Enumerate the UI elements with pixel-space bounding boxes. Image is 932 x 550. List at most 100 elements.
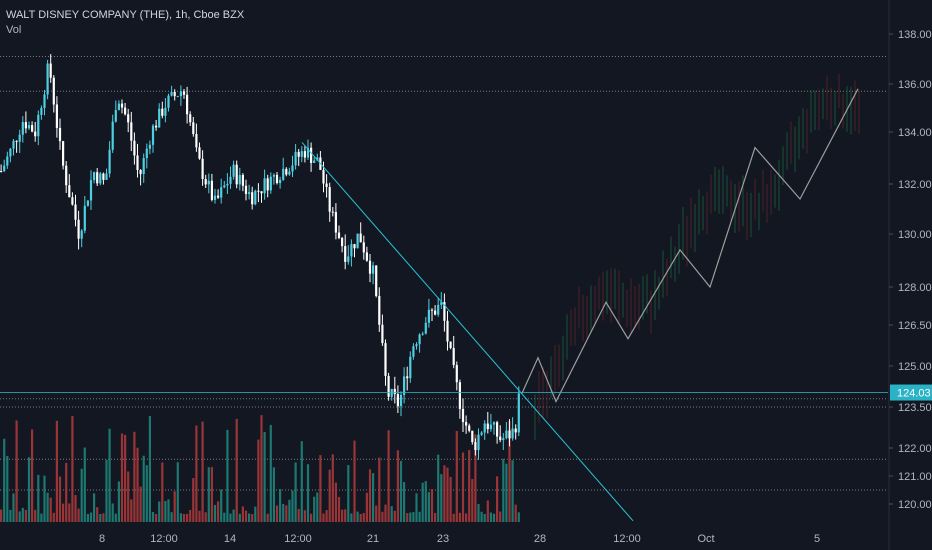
volume-bar — [505, 463, 508, 522]
candle-body — [362, 242, 365, 253]
candle-body — [458, 382, 461, 409]
volume-bar — [217, 501, 220, 522]
candle-body — [396, 394, 399, 407]
volume-bar — [83, 447, 86, 522]
candle-body — [238, 174, 241, 185]
candle-body — [37, 114, 40, 137]
x-tick-label: 12:00 — [150, 533, 178, 545]
volume-bar — [409, 512, 412, 522]
volume-bar — [347, 465, 350, 522]
candle-body — [322, 169, 325, 184]
candle-body — [93, 172, 96, 181]
volume-label: Vol — [6, 24, 22, 36]
volume-bar — [288, 499, 291, 522]
candle-body — [204, 178, 207, 185]
candle-body — [148, 144, 151, 149]
candle-body — [365, 252, 368, 261]
candle-body — [105, 173, 108, 180]
volume-bar — [31, 429, 34, 522]
volume-bar — [55, 420, 58, 522]
volume-bar — [303, 510, 306, 522]
volume-bar — [399, 460, 403, 522]
candle-body — [18, 134, 21, 142]
candle-body — [483, 423, 486, 433]
volume-bar — [458, 512, 461, 522]
candle-body — [31, 125, 34, 132]
volume-bar — [275, 505, 279, 522]
candle-body — [499, 436, 502, 441]
x-tick-label: 5 — [814, 533, 820, 545]
candle-body — [443, 302, 446, 321]
volume-bar — [511, 460, 514, 522]
volume-bar — [356, 511, 359, 522]
candle-body — [3, 165, 6, 172]
candle-body — [139, 170, 142, 175]
candle-body — [437, 304, 440, 315]
volume-bar — [266, 513, 269, 522]
volume-bar — [195, 425, 198, 522]
candle-body — [412, 346, 415, 357]
volume-bar — [130, 499, 133, 522]
volume-bar — [201, 421, 204, 522]
candle-body — [111, 121, 114, 150]
candle-body — [279, 179, 282, 184]
candle-body — [24, 122, 27, 129]
volume-bar — [148, 416, 151, 522]
candle-body — [176, 96, 179, 98]
candle-body — [465, 422, 468, 426]
candle-body — [195, 134, 198, 148]
candle-body — [145, 148, 148, 159]
volume-bar — [514, 504, 517, 522]
y-tick-label: 122.00 — [898, 443, 932, 455]
volume-bar — [238, 513, 241, 522]
candle-body — [210, 180, 213, 200]
volume-bar — [434, 512, 437, 522]
x-tick-label: 28 — [534, 533, 546, 545]
candle-body — [201, 158, 204, 179]
volume-bar — [341, 509, 344, 522]
volume-bar — [24, 509, 27, 522]
candle-body — [167, 95, 170, 108]
volume-bar — [294, 462, 297, 522]
candle-body — [449, 341, 452, 349]
candle-body — [9, 148, 12, 157]
volume-bar — [145, 465, 148, 522]
volume-bar — [12, 493, 15, 522]
candle-body — [517, 393, 520, 433]
volume-bar — [483, 513, 486, 522]
candle-body — [21, 122, 24, 135]
y-tick-label: 128.00 — [898, 282, 932, 294]
volume-bar — [189, 509, 192, 522]
x-tick-label: 23 — [437, 533, 449, 545]
volume-bar — [403, 482, 406, 522]
volume-bar — [251, 513, 254, 522]
volume-bar — [378, 457, 381, 522]
current-price-badge — [890, 384, 932, 401]
candle-body — [421, 333, 424, 335]
candle-body — [142, 158, 145, 175]
volume-bar — [136, 447, 139, 522]
volume-bar — [331, 454, 334, 522]
volume-bar — [297, 509, 300, 522]
candle-body — [248, 192, 251, 194]
candle-body — [474, 442, 477, 451]
volume-bar — [18, 511, 21, 522]
volume-bar — [164, 501, 167, 522]
candle-body — [164, 107, 167, 116]
candle-body — [297, 151, 300, 157]
candle-body — [492, 422, 496, 425]
candle-body — [415, 344, 418, 347]
volume-bar — [372, 473, 375, 522]
volume-bar — [176, 462, 179, 522]
volume-bar — [49, 497, 52, 522]
volume-bar — [9, 509, 12, 522]
volume-bar — [492, 513, 496, 522]
volume-bar — [393, 510, 396, 522]
volume-bar — [272, 467, 275, 522]
x-tick-label: 21 — [367, 533, 379, 545]
volume-bar — [437, 454, 440, 522]
candle-body — [427, 309, 430, 323]
candle-body — [12, 140, 15, 149]
candle-body — [213, 195, 217, 200]
